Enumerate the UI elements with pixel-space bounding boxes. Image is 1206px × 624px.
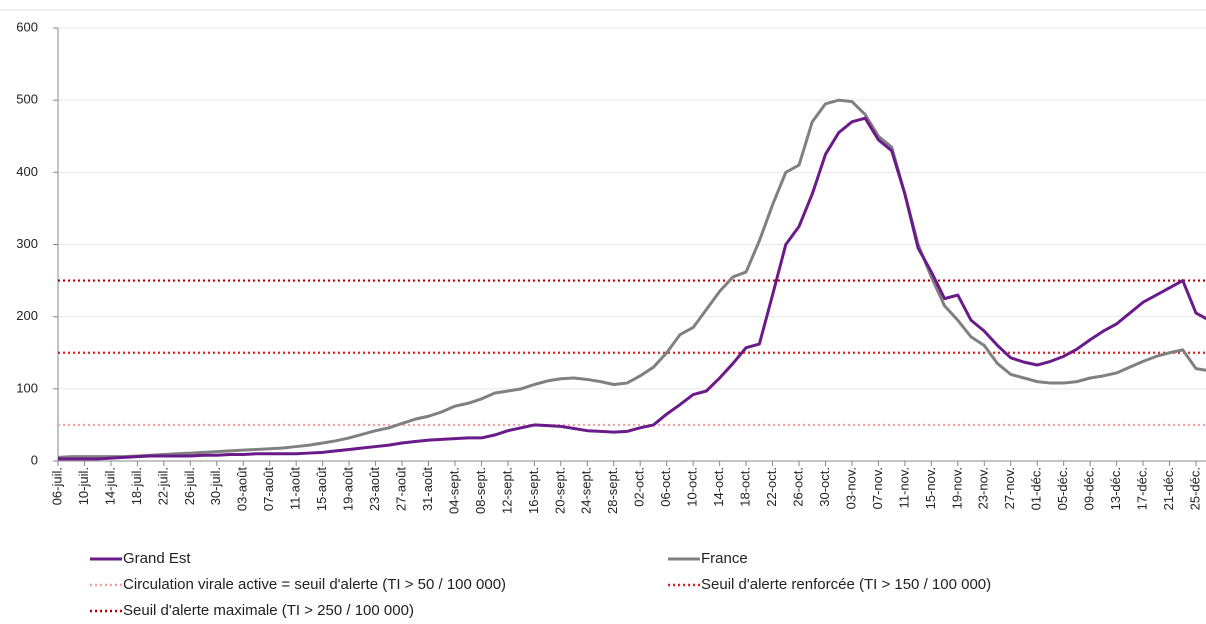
x-tick-label: 09-déc. bbox=[1082, 467, 1097, 510]
x-tick-label: 11-août bbox=[288, 467, 303, 511]
x-tick-label: 25-déc. bbox=[1187, 467, 1202, 510]
y-tick-label: 100 bbox=[16, 380, 38, 395]
x-tick-label: 05-déc. bbox=[1055, 467, 1070, 510]
y-tick-label: 500 bbox=[16, 92, 38, 107]
x-tick-label: 27-nov. bbox=[1002, 467, 1017, 509]
x-tick-label: 14-juil. bbox=[102, 467, 117, 505]
x-tick-label: 10-juil. bbox=[76, 467, 91, 505]
x-tick-label: 30-juil. bbox=[208, 467, 223, 505]
x-tick-label: 13-déc. bbox=[1108, 467, 1123, 510]
x-tick-label: 15-août bbox=[314, 467, 329, 511]
x-tick-label: 04-sept. bbox=[446, 467, 461, 514]
legend-label: Seuil d'alerte renforcée (TI > 150 / 100… bbox=[701, 576, 991, 593]
x-tick-label: 26-juil. bbox=[182, 467, 197, 505]
x-tick-label: 14-oct. bbox=[711, 467, 726, 507]
legend-label: Grand Est bbox=[123, 550, 191, 567]
x-tick-label: 17-déc. bbox=[1135, 467, 1150, 510]
y-tick-label: 0 bbox=[31, 452, 38, 467]
x-tick-label: 31-août bbox=[420, 467, 435, 511]
legend-label: France bbox=[701, 550, 748, 567]
x-tick-label: 18-juil. bbox=[129, 467, 144, 505]
x-tick-label: 11-nov. bbox=[896, 467, 911, 508]
x-tick-label: 06-oct. bbox=[658, 467, 673, 507]
x-tick-label: 02-oct. bbox=[632, 467, 647, 507]
x-tick-label: 01-déc. bbox=[1029, 467, 1044, 510]
y-tick-label: 600 bbox=[16, 19, 38, 34]
x-tick-label: 10-oct. bbox=[685, 467, 700, 507]
x-tick-label: 28-sept. bbox=[605, 467, 620, 514]
x-tick-label: 30-oct. bbox=[817, 467, 832, 507]
series-line bbox=[58, 116, 1206, 461]
y-tick-label: 300 bbox=[16, 236, 38, 251]
x-tick-label: 22-juil. bbox=[155, 467, 170, 505]
x-tick-label: 18-oct. bbox=[738, 467, 753, 507]
legend-label: Circulation virale active = seuil d'aler… bbox=[123, 576, 506, 593]
y-tick-label: 400 bbox=[16, 164, 38, 179]
x-tick-label: 23-août bbox=[367, 467, 382, 511]
series-line bbox=[57, 98, 1206, 459]
x-tick-label: 27-août bbox=[393, 467, 408, 511]
x-tick-label: 08-sept. bbox=[473, 467, 488, 514]
x-tick-label: 21-déc. bbox=[1161, 467, 1176, 510]
x-tick-label: 03-août bbox=[235, 467, 250, 511]
x-tick-label: 03-nov. bbox=[843, 467, 858, 509]
x-tick-label: 26-oct. bbox=[790, 467, 805, 507]
x-tick-label: 07-août bbox=[261, 467, 276, 511]
x-tick-label: 22-oct. bbox=[764, 467, 779, 507]
legend-label: Seuil d'alerte maximale (TI > 250 / 100 … bbox=[123, 602, 414, 619]
x-tick-label: 16-sept. bbox=[526, 467, 541, 514]
x-tick-label: 23-nov. bbox=[976, 467, 991, 509]
x-tick-label: 19-nov. bbox=[949, 467, 964, 509]
x-tick-label: 06-juil. bbox=[49, 467, 64, 505]
x-tick-label: 15-nov. bbox=[923, 467, 938, 509]
x-tick-label: 20-sept. bbox=[552, 467, 567, 514]
x-tick-label: 07-nov. bbox=[870, 467, 885, 509]
y-tick-label: 200 bbox=[16, 308, 38, 323]
x-tick-label: 24-sept. bbox=[579, 467, 594, 514]
x-tick-label: 19-août bbox=[341, 467, 356, 511]
x-tick-label: 12-sept. bbox=[499, 467, 514, 514]
